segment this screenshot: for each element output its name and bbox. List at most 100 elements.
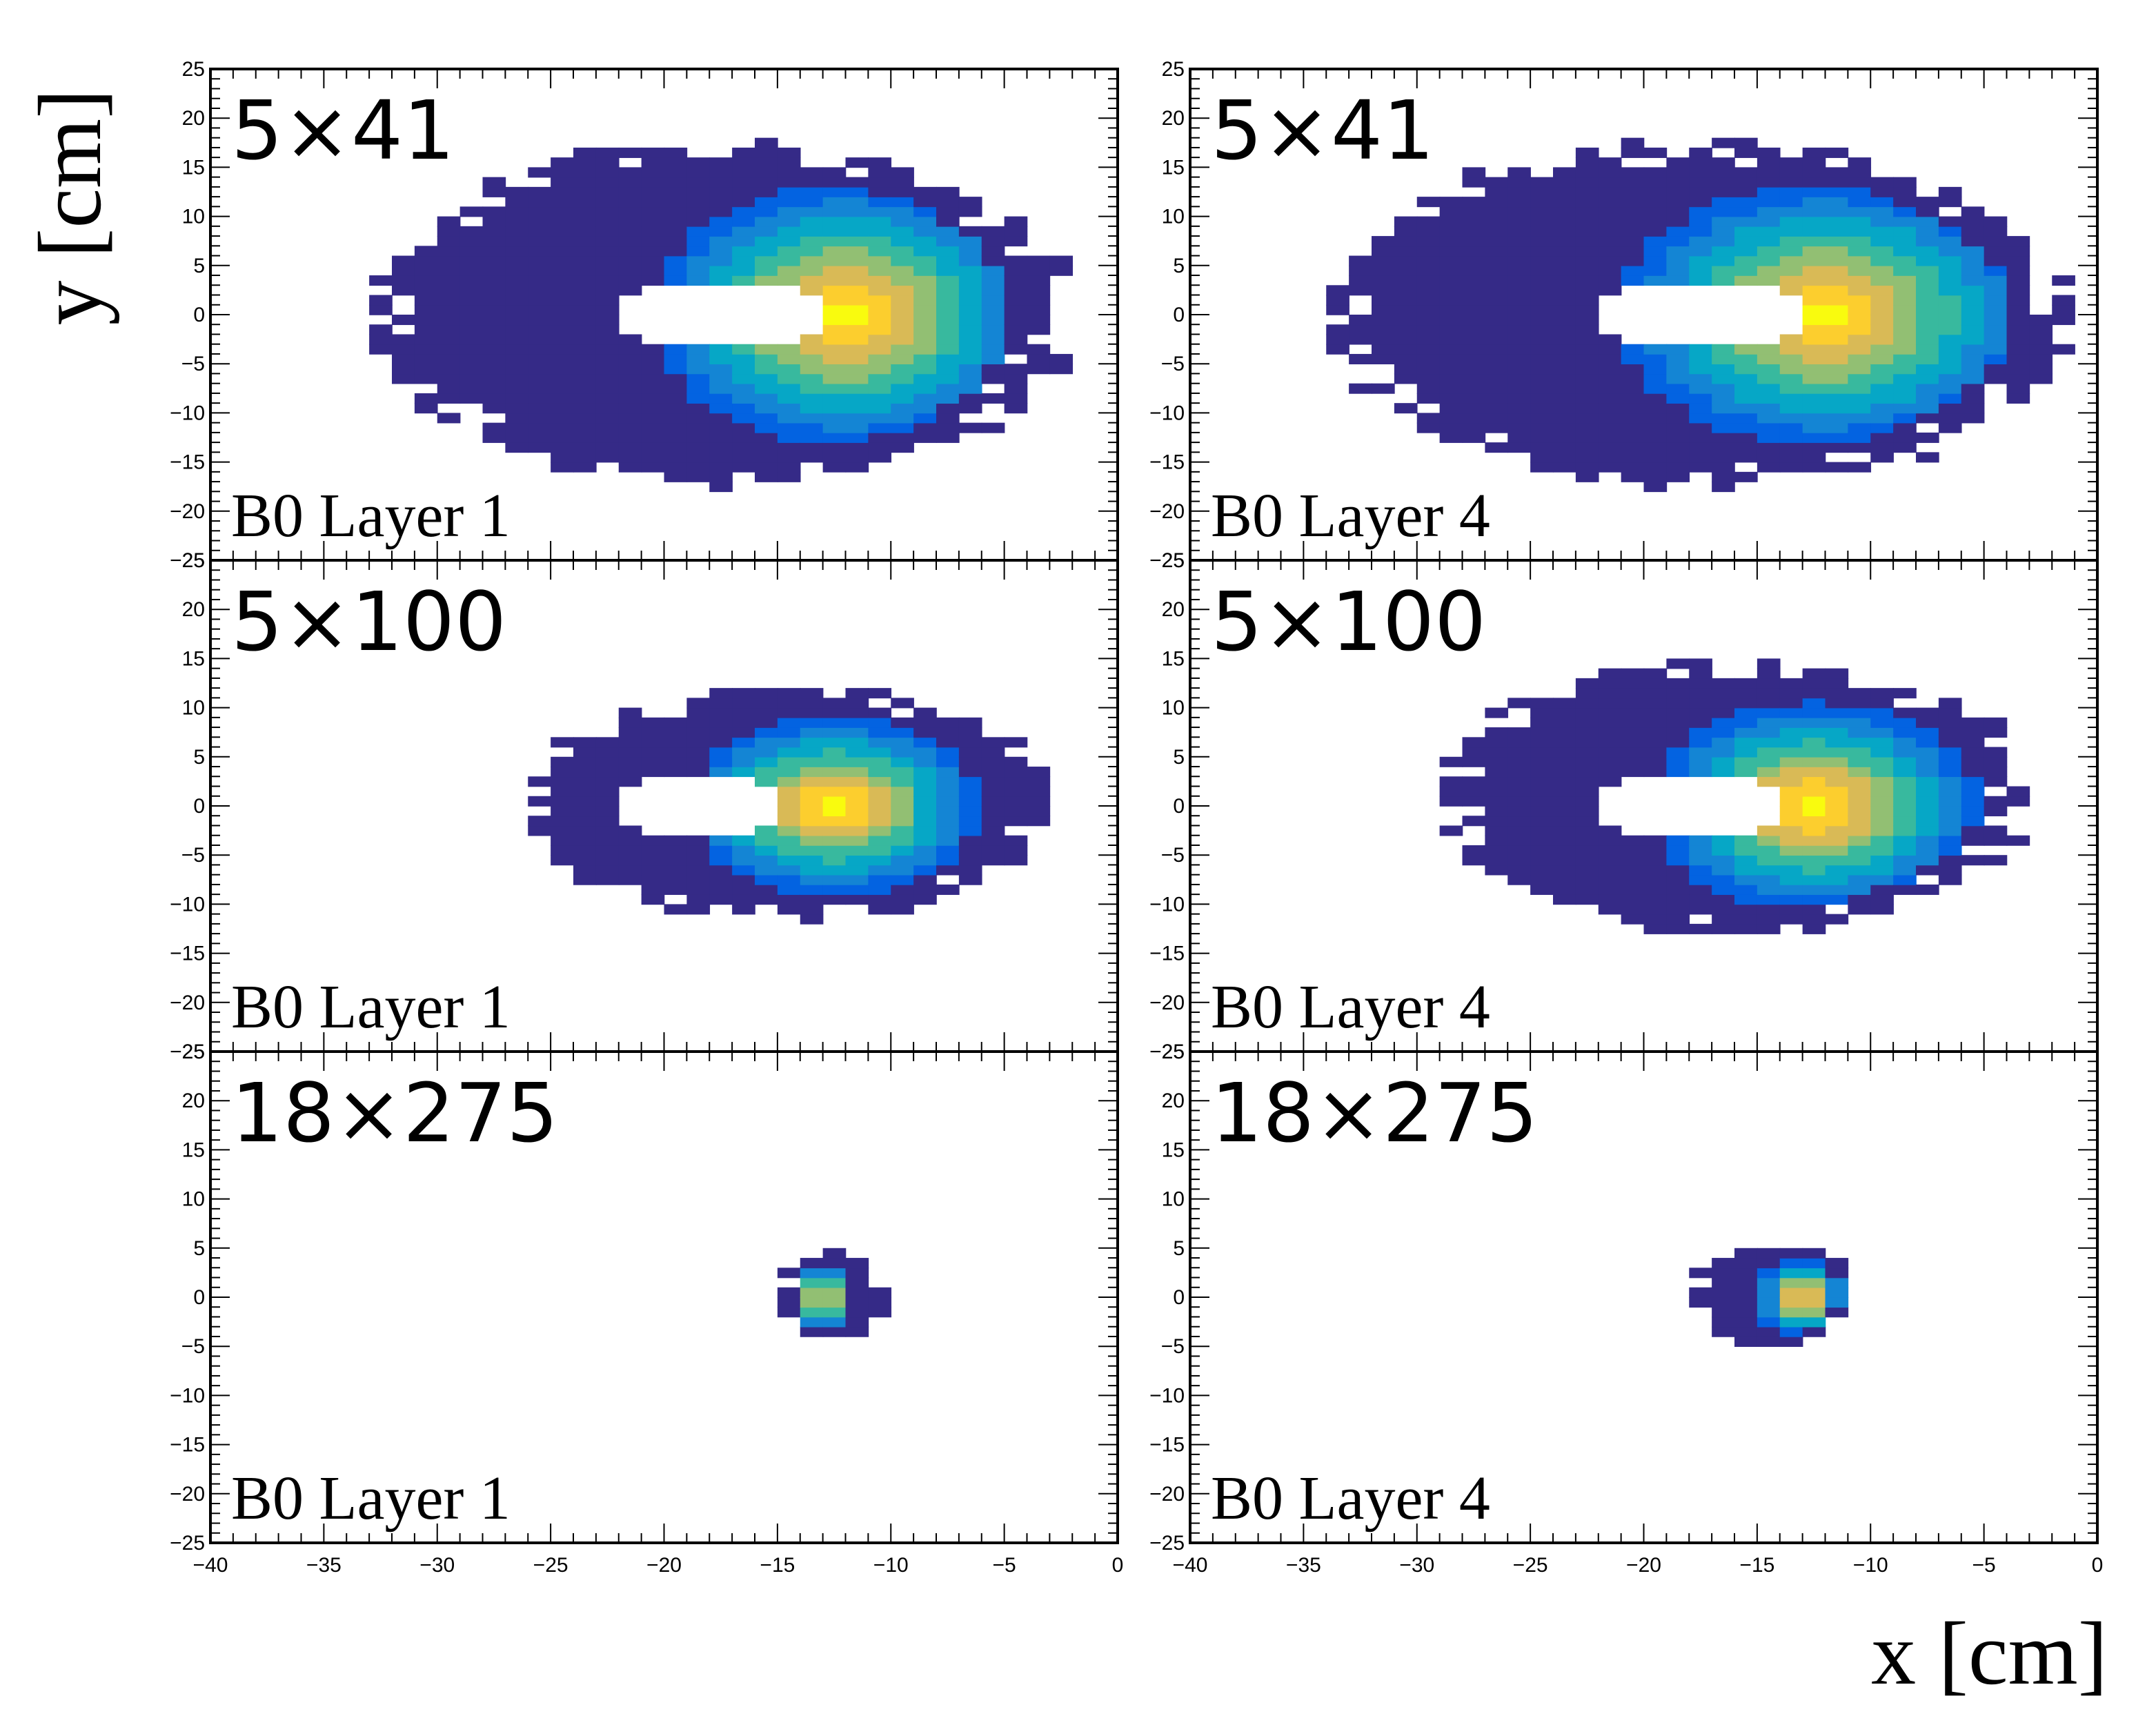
heatmap-bin [414, 285, 438, 296]
heatmap-bin [1893, 295, 1917, 306]
heatmap-bin [1666, 157, 1690, 168]
heatmap-bin [1779, 845, 1803, 856]
heatmap-bin [936, 304, 960, 315]
heatmap-bin [732, 855, 755, 866]
heatmap-bin [709, 855, 733, 866]
heatmap-bin [1802, 717, 1826, 728]
heatmap-bin [459, 373, 484, 384]
heatmap-bin [618, 334, 642, 345]
heatmap-bin [1416, 393, 1441, 404]
heatmap-bin [1825, 265, 1849, 276]
heatmap-bin [482, 393, 506, 404]
heatmap-bin [777, 727, 801, 738]
heatmap-bin [686, 216, 711, 227]
heatmap-bin [1598, 452, 1622, 463]
heatmap-bin [822, 285, 847, 296]
heatmap-bin [1643, 353, 1668, 364]
heatmap-bin [958, 816, 982, 827]
heatmap-bin [1984, 806, 2008, 817]
heatmap-bin [1530, 747, 1554, 758]
heatmap-bin [732, 275, 755, 286]
heatmap-bin [1757, 727, 1781, 738]
energy-label: 18×275 [1211, 1065, 1538, 1161]
heatmap-bin [1779, 756, 1803, 767]
heatmap-bin [1893, 806, 1917, 817]
heatmap-bin [845, 825, 869, 836]
x-tick-label: −30 [1399, 1554, 1434, 1577]
heatmap-bin [1712, 894, 1735, 905]
heatmap-bin [1439, 295, 1463, 306]
heatmap-bin [1779, 177, 1803, 188]
heatmap-bin [891, 894, 914, 905]
heatmap-bin [528, 206, 551, 217]
heatmap-bin [573, 315, 597, 326]
heatmap-bin [1757, 373, 1781, 384]
heatmap-bin [1779, 1248, 1803, 1259]
heatmap-bin [1643, 688, 1668, 699]
heatmap-bin [1893, 353, 1917, 364]
heatmap-bin [482, 353, 506, 364]
heatmap-bin [1666, 393, 1690, 404]
heatmap-bin [800, 452, 824, 463]
x-tick-label: −10 [1853, 1554, 1888, 1577]
heatmap-bin [1893, 707, 1917, 718]
heatmap-bin [482, 373, 506, 384]
heatmap-bin [822, 177, 847, 188]
heatmap-bin [1893, 767, 1917, 778]
heatmap-bin [1779, 717, 1803, 728]
heatmap-bin [913, 884, 937, 895]
heatmap-bin [1734, 186, 1758, 197]
heatmap-bin [1666, 364, 1690, 375]
heatmap-bin [1462, 275, 1486, 286]
heatmap-bin [686, 767, 711, 778]
heatmap-bin [891, 904, 914, 915]
heatmap-bin [936, 275, 960, 286]
heatmap-bin [573, 452, 597, 463]
heatmap-bin [1530, 344, 1554, 355]
heatmap-bin [1462, 432, 1486, 443]
heatmap-bin [1938, 845, 1962, 856]
heatmap-bin [845, 364, 869, 375]
heatmap-bin [1689, 275, 1712, 286]
heatmap-bin [709, 845, 733, 856]
heatmap-bin [437, 364, 461, 375]
heatmap-bin [868, 413, 892, 424]
heatmap-bin [1666, 855, 1690, 866]
heatmap-bin [1848, 393, 1872, 404]
heatmap-bin [891, 364, 914, 375]
heatmap-bin [686, 422, 711, 433]
heatmap-bin [845, 226, 869, 237]
heatmap-bin [981, 265, 1005, 276]
heatmap-bin [1916, 255, 1939, 266]
heatmap-bin [414, 353, 438, 364]
heatmap-bin [1553, 364, 1576, 375]
heatmap-bin [822, 855, 847, 866]
heatmap-bin [1961, 796, 1985, 807]
heatmap-bin [732, 707, 755, 718]
heatmap-bin [936, 383, 960, 394]
heatmap-bin [1984, 756, 2008, 767]
heatmap-bin [664, 747, 688, 758]
heatmap-bin [1530, 255, 1554, 266]
heatmap-bin [777, 216, 801, 227]
heatmap-bin [1372, 353, 1395, 364]
heatmap-bin [551, 353, 574, 364]
heatmap-bin [573, 186, 597, 197]
heatmap-bin [1485, 776, 1509, 787]
heatmap-bin [641, 216, 665, 227]
heatmap-bin [459, 353, 484, 364]
heatmap-bin [1870, 452, 1894, 463]
heatmap-bin [1825, 786, 1849, 797]
heatmap-bin [1666, 413, 1690, 424]
heatmap-bin [777, 884, 801, 895]
heatmap-bin [958, 295, 982, 306]
y-axis-title: y [cm] [21, 89, 120, 326]
heatmap-bin [1893, 206, 1917, 217]
heatmap-bin [1394, 265, 1418, 276]
heatmap-bin [1825, 295, 1849, 306]
heatmap-bin [551, 295, 574, 306]
heatmap-bin [1462, 344, 1486, 355]
heatmap-bin [1575, 315, 1599, 326]
heatmap-bin [1779, 255, 1803, 266]
heatmap-bin [1372, 285, 1395, 296]
